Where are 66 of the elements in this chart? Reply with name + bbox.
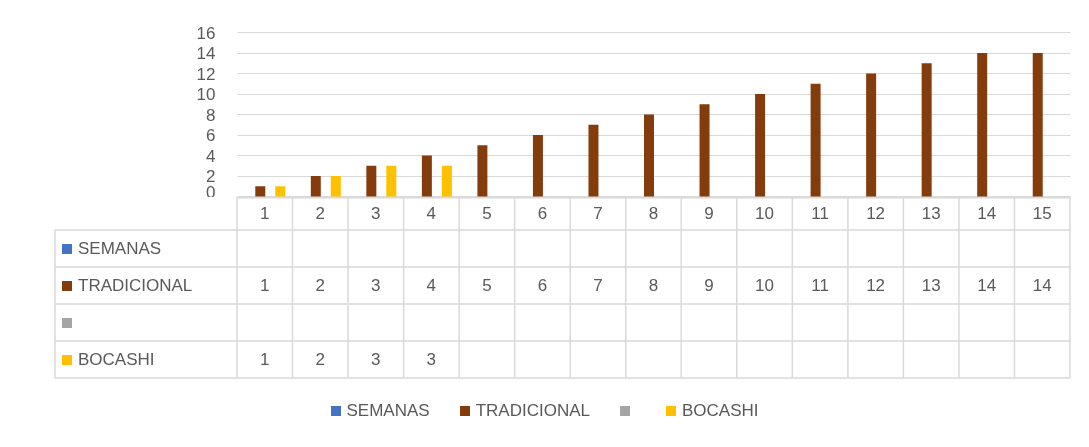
bar xyxy=(755,94,766,197)
data-label: 3 xyxy=(370,275,382,297)
x-tick-label: 8 xyxy=(647,203,660,225)
y-tick-label: 14 xyxy=(196,44,216,63)
data-label: 4 xyxy=(425,275,438,297)
data-label: 1 xyxy=(259,275,271,297)
data-label: 13 xyxy=(920,275,942,297)
x-tick-label: 5 xyxy=(481,203,493,225)
bar xyxy=(699,104,710,197)
bar xyxy=(810,83,821,197)
data-label: 14 xyxy=(976,275,998,297)
bar xyxy=(866,73,877,197)
data-label: 3 xyxy=(370,349,382,371)
bar xyxy=(588,124,599,197)
data-label: 1 xyxy=(259,349,271,371)
bar xyxy=(275,186,286,197)
x-tick-label: 1 xyxy=(259,203,271,225)
y-tick-label: 4 xyxy=(206,146,216,166)
data-label: 12 xyxy=(865,275,887,297)
data-label: 10 xyxy=(754,275,775,297)
x-tick-label: 12 xyxy=(865,203,887,225)
bar xyxy=(366,165,377,197)
x-tick-label: 13 xyxy=(920,203,942,225)
data-label: 7 xyxy=(592,275,604,297)
data-label: 5 xyxy=(481,275,493,297)
y-tick-label: 16 xyxy=(196,23,216,43)
bar xyxy=(421,155,432,197)
legend-label: SEMANAS xyxy=(346,401,430,420)
legend-label: SEMANAS xyxy=(78,239,162,258)
y-tick-label: 10 xyxy=(196,85,216,104)
data-label: 2 xyxy=(314,275,326,297)
x-tick-label: 2 xyxy=(314,203,326,225)
legend-label: TRADICIONAL xyxy=(78,276,193,295)
bar xyxy=(386,165,397,197)
x-tick-label: 4 xyxy=(425,203,438,225)
bar xyxy=(921,63,932,197)
bar xyxy=(477,145,488,197)
legend-label: BOCASHI xyxy=(681,401,759,420)
bar xyxy=(441,165,452,197)
x-tick-label: 10 xyxy=(754,203,775,225)
x-tick-label: 3 xyxy=(370,203,382,225)
y-tick-label: 8 xyxy=(206,105,216,125)
x-tick-label: 7 xyxy=(592,203,604,225)
x-tick-label: 6 xyxy=(536,203,549,225)
y-tick-label: 6 xyxy=(206,126,216,145)
data-label: 14 xyxy=(1031,275,1053,297)
bar xyxy=(330,176,341,197)
data-label: 2 xyxy=(314,349,326,371)
x-tick-label: 11 xyxy=(810,203,830,225)
data-label: 3 xyxy=(425,349,438,371)
x-tick-label: 14 xyxy=(976,203,998,225)
bar xyxy=(255,186,266,197)
bar xyxy=(1032,53,1043,197)
legend-label: TRADICIONAL xyxy=(475,401,590,420)
bar xyxy=(977,53,988,197)
legend-label: BOCASHI xyxy=(78,350,155,369)
x-tick-label: 15 xyxy=(1031,203,1053,225)
bar xyxy=(644,114,654,197)
data-label: 8 xyxy=(647,275,660,297)
data-label: 11 xyxy=(810,275,830,297)
data-label: 6 xyxy=(536,275,549,297)
bar xyxy=(310,176,321,197)
data-label: 9 xyxy=(703,275,715,297)
y-tick-label: 12 xyxy=(196,64,216,84)
x-tick-label: 9 xyxy=(703,203,715,225)
bar xyxy=(532,135,543,197)
